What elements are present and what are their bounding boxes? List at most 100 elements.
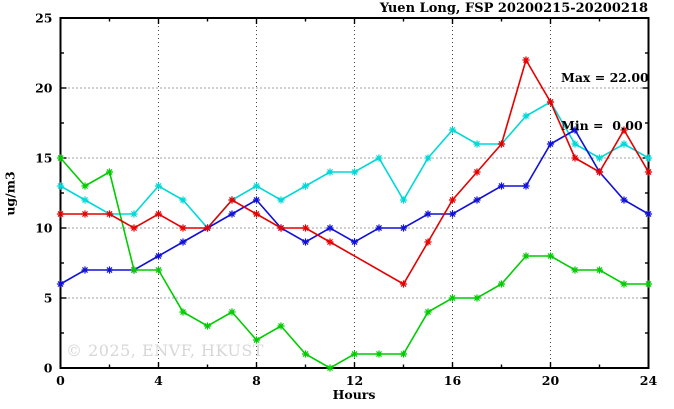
series-red-marker: [81, 210, 89, 218]
series-cyan-marker: [179, 196, 187, 204]
series-green-marker: [448, 294, 457, 302]
series-green-marker: [522, 252, 530, 260]
series-green-marker: [203, 322, 212, 330]
series-cyan-marker: [350, 168, 359, 176]
series-red-marker: [252, 210, 261, 218]
series-red-marker: [571, 154, 579, 162]
series-cyan-marker: [571, 140, 579, 148]
series-blue-marker: [228, 210, 236, 218]
x-tick-label: 16: [444, 373, 462, 388]
series-green-marker: [399, 350, 408, 358]
series-blue-marker: [522, 182, 530, 190]
series-green-marker: [301, 350, 310, 358]
series-red-marker: [473, 168, 481, 176]
series-red-marker: [154, 210, 163, 218]
series-green-marker: [277, 322, 285, 330]
series-red-marker: [644, 168, 653, 176]
series-red-marker: [595, 168, 604, 176]
max-annotation: Max = 22.00: [561, 70, 649, 85]
series-cyan-marker: [154, 182, 163, 190]
series-blue-marker: [56, 280, 65, 288]
max-min-annotation: Max = 22.00 Min = 0.00: [561, 38, 649, 166]
series-cyan-marker: [620, 140, 628, 148]
series-red-marker: [497, 140, 506, 148]
x-tick-label: 20: [542, 373, 560, 388]
series-green-marker: [81, 182, 89, 190]
series-red-marker: [56, 210, 65, 218]
series-blue-marker: [350, 238, 359, 246]
series-green-marker: [130, 266, 138, 274]
x-tick-label: 0: [56, 373, 65, 388]
series-cyan-marker: [326, 168, 334, 176]
series-cyan-marker: [130, 210, 138, 218]
x-tick-label: 8: [252, 373, 261, 388]
series-blue-marker: [473, 196, 481, 204]
series-red-marker: [399, 280, 408, 288]
series-blue-marker: [399, 224, 408, 232]
series-green-marker: [497, 280, 506, 288]
y-tick-label: 15: [35, 151, 52, 166]
series-blue-marker: [81, 266, 89, 274]
series-red-marker: [326, 238, 334, 246]
series-green-marker: [375, 350, 383, 358]
series-green-marker: [252, 336, 261, 344]
series-blue-marker: [375, 224, 383, 232]
series-green-marker: [571, 266, 579, 274]
series-cyan-marker: [277, 196, 285, 204]
series-cyan-marker: [375, 154, 383, 162]
series-cyan-marker: [301, 182, 310, 190]
x-tick-label: 12: [346, 373, 363, 388]
series-red-marker: [105, 210, 114, 218]
series-blue-marker: [497, 182, 506, 190]
series-red-marker: [277, 224, 285, 232]
series-blue-marker: [424, 210, 432, 218]
chart-title: Yuen Long, FSP 20200215-20200218: [379, 1, 648, 16]
series-green-marker: [620, 280, 628, 288]
series-blue-marker: [252, 196, 261, 204]
series-red-marker: [130, 224, 138, 232]
y-tick-label: 20: [35, 81, 53, 96]
series-red-marker: [522, 56, 530, 64]
series-blue-marker: [105, 266, 114, 274]
series-green-marker: [644, 280, 653, 288]
series-cyan-marker: [252, 182, 261, 190]
series-cyan-marker: [424, 154, 432, 162]
series-cyan-marker: [473, 140, 481, 148]
y-tick-label: 5: [44, 291, 53, 306]
series-cyan-marker: [399, 196, 408, 204]
y-axis-label: ug/m3: [2, 171, 18, 216]
series-blue-marker: [154, 252, 163, 260]
series-cyan-marker: [81, 196, 89, 204]
series-red-marker: [203, 224, 212, 232]
series-blue-marker: [644, 210, 653, 218]
series-green-marker: [228, 308, 236, 316]
series-green-marker: [179, 308, 187, 316]
series-red-marker: [546, 98, 555, 106]
series-green-marker: [56, 154, 65, 162]
series-red-marker: [179, 224, 187, 232]
x-tick-label: 4: [154, 373, 163, 388]
x-axis-label: Hours: [332, 387, 376, 402]
x-tick-label: 24: [640, 373, 658, 388]
series-cyan-marker: [522, 112, 530, 120]
series-green-marker: [105, 168, 114, 176]
series-cyan-marker: [448, 126, 457, 134]
series-green-marker: [595, 266, 604, 274]
series-blue-marker: [179, 238, 187, 246]
series-green-marker: [473, 294, 481, 302]
series-blue-marker: [448, 210, 457, 218]
series-blue-marker: [326, 224, 334, 232]
y-tick-label: 10: [35, 221, 53, 236]
series-red-marker: [448, 196, 457, 204]
series-red-marker: [301, 224, 310, 232]
series-cyan-marker: [644, 154, 653, 162]
series-red-marker: [620, 126, 628, 134]
series-green-marker: [546, 252, 555, 260]
series-red-marker: [424, 238, 432, 246]
series-green-marker: [424, 308, 432, 316]
series-green-marker: [350, 350, 359, 358]
series-green-marker: [154, 266, 163, 274]
series-blue-marker: [620, 196, 628, 204]
